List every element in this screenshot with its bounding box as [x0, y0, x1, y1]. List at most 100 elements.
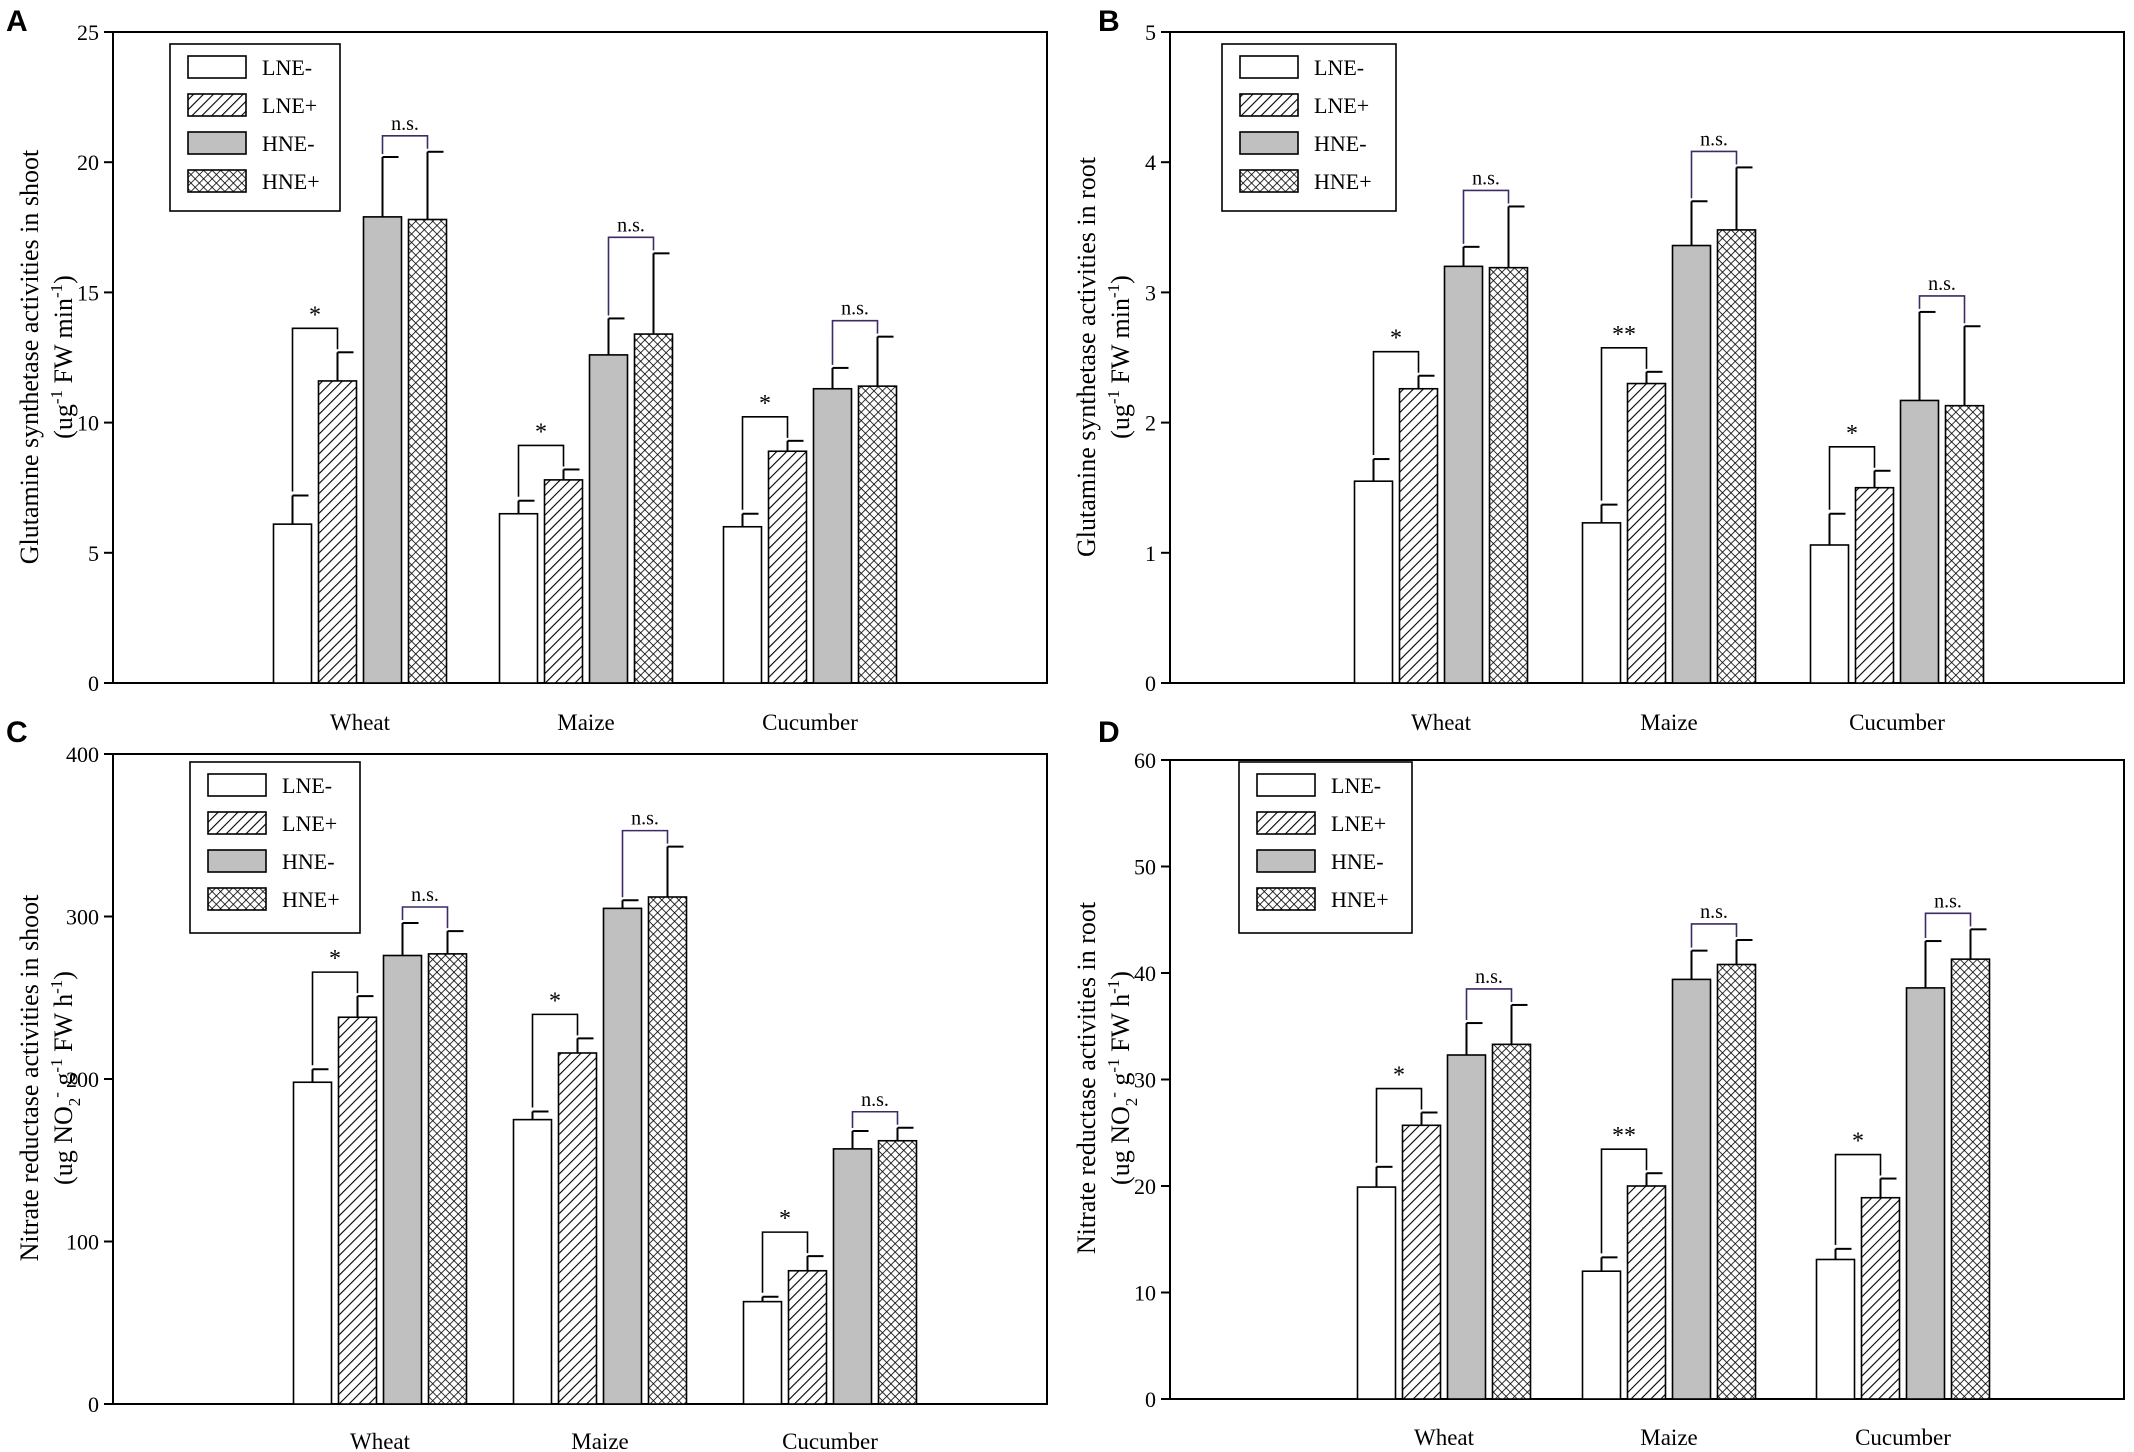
legend-swatch	[1256, 887, 1316, 911]
legend: LNE- LNE+ HNE- HNE+	[169, 43, 341, 212]
significance-label: *	[759, 391, 771, 417]
bar-hneminus	[362, 216, 403, 684]
y-axis-unit: (ug NO2- g-1 FW h-1)	[47, 971, 84, 1185]
ns-label: n.s.	[1475, 966, 1503, 988]
y-tick-label: 15	[77, 280, 99, 305]
y-axis-unit-part: )	[1106, 971, 1135, 980]
y-axis-label: Nitrate reductase activities in root	[1072, 901, 1101, 1254]
bar-lneplus	[1401, 1124, 1442, 1400]
bar-lneminus	[292, 1081, 333, 1405]
bar-lneplus	[317, 380, 358, 684]
ns-bracket	[831, 319, 879, 365]
y-tick-label: 400	[66, 742, 99, 767]
bar-lneplus	[1860, 1196, 1901, 1400]
bar-hneminus	[1671, 244, 1712, 684]
chart-panel-d: D 0 10 20 30 40 50 60 Nitrate reductase activiti…	[1072, 716, 2125, 1450]
panel-letter: A	[6, 5, 28, 38]
bar-hneminus	[588, 354, 629, 684]
ns-bracket	[1924, 912, 1972, 939]
chart-panel-a: A 0 5 10 15 20 25 Glutamine synthetase activiti…	[6, 5, 1048, 735]
y-axis-unit-part: (ug	[1106, 404, 1135, 439]
y-axis-label: Glutamine synthetase activities in root	[1072, 156, 1101, 557]
y-tick-label: 60	[1134, 748, 1156, 773]
bar-hneplus	[647, 896, 688, 1405]
significance-bracket	[517, 444, 565, 497]
significance-label: *	[1390, 326, 1402, 352]
y-axis-unit-part: -1	[1104, 980, 1123, 994]
y-tick-label: 50	[1134, 855, 1156, 880]
y-axis-unit-part: (ug NO	[49, 1106, 78, 1185]
y-tick-label: 25	[77, 20, 99, 45]
significance-label: **	[1612, 1123, 1636, 1149]
significance-bracket	[1600, 1148, 1648, 1254]
legend-label: HNE-	[1331, 849, 1384, 874]
y-tick-label: 4	[1145, 150, 1156, 175]
bar-hneminus	[1905, 987, 1946, 1400]
ns-bracket	[1690, 150, 1738, 199]
bar-hneplus	[1716, 229, 1757, 684]
legend-swatch	[1256, 849, 1316, 873]
x-category-label: Maize	[557, 710, 614, 735]
y-tick-label: 10	[77, 411, 99, 436]
bar-lneminus	[1581, 1270, 1622, 1400]
bar-hneminus	[812, 387, 853, 684]
significance-bracket	[1828, 445, 1876, 510]
y-tick-label: 1	[1145, 541, 1156, 566]
significance-label: *	[549, 988, 561, 1014]
y-axis-unit-part: 2	[1122, 1098, 1141, 1107]
y-axis-unit-part: FW min	[49, 298, 78, 390]
panel-letter: D	[1098, 716, 1120, 749]
bar-lneminus	[272, 523, 313, 684]
y-axis-unit-part: (ug NO	[1106, 1106, 1135, 1185]
bar-lneminus	[498, 512, 539, 684]
legend-label: LNE-	[1331, 773, 1381, 798]
significance-bracket	[741, 416, 789, 510]
ns-bracket	[621, 829, 669, 898]
y-axis-unit-part: -	[1104, 1092, 1123, 1098]
bar-hneplus	[1944, 404, 1985, 684]
significance-bracket	[1372, 350, 1420, 456]
significance-bracket	[1834, 1153, 1882, 1245]
x-category-label: Cucumber	[1849, 710, 1945, 735]
x-category-label: Cucumber	[1855, 1425, 1951, 1450]
x-category-label: Maize	[571, 1429, 628, 1452]
x-category-label: Cucumber	[782, 1429, 878, 1452]
significance-bracket	[1375, 1087, 1423, 1163]
y-tick-label: 200	[66, 1067, 99, 1092]
panel-letter: B	[1098, 5, 1120, 38]
y-axis-unit-part: g	[49, 1073, 78, 1093]
legend-swatch	[1239, 169, 1299, 193]
ns-label: n.s.	[1472, 167, 1500, 189]
legend-label: HNE+	[1331, 887, 1389, 912]
x-category-label: Maize	[1640, 1425, 1697, 1450]
y-tick-label: 10	[1134, 1281, 1156, 1306]
legend-label: LNE+	[262, 93, 317, 118]
significance-label: *	[779, 1206, 791, 1232]
y-axis-unit-part: FW min	[1106, 298, 1135, 390]
legend-swatch	[187, 93, 247, 117]
significance-bracket	[531, 1013, 579, 1108]
x-category-label: Maize	[1640, 710, 1697, 735]
bar-hneminus	[832, 1148, 873, 1405]
bar-hneplus	[407, 218, 448, 684]
legend-swatch	[207, 773, 267, 797]
y-axis-unit-part: )	[1106, 275, 1135, 284]
significance-label: *	[309, 302, 321, 328]
legend-swatch	[1256, 773, 1316, 797]
bar-lneminus	[512, 1118, 553, 1405]
ns-bracket	[851, 1110, 899, 1128]
panel-letter: C	[6, 716, 28, 749]
significance-bracket	[1600, 347, 1648, 501]
bar-hneplus	[1716, 963, 1757, 1400]
y-tick-label: 20	[77, 150, 99, 175]
x-category-label: Wheat	[330, 710, 391, 735]
legend-label: LNE+	[1331, 811, 1386, 836]
y-axis-unit-part: -1	[1104, 390, 1123, 404]
legend: LNE- LNE+ HNE- HNE+	[1238, 761, 1413, 934]
y-axis-unit: (ug-1 FW min-1)	[1104, 275, 1135, 439]
legend: LNE- LNE+ HNE- HNE+	[189, 761, 361, 934]
bar-lneminus	[1809, 544, 1850, 684]
y-tick-label: 0	[88, 671, 99, 696]
chart-panel-c: C 0 100 200 300 400 Nitrate reductase activiti…	[6, 716, 1048, 1452]
bar-lneplus	[1626, 382, 1667, 684]
